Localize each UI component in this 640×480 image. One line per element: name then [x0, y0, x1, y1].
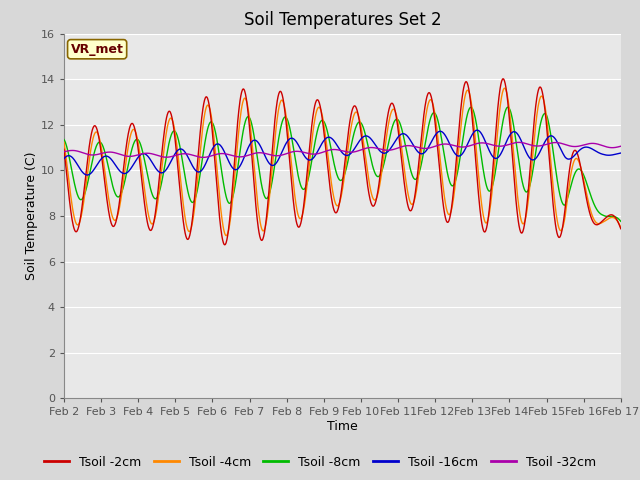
Legend: Tsoil -2cm, Tsoil -4cm, Tsoil -8cm, Tsoil -16cm, Tsoil -32cm: Tsoil -2cm, Tsoil -4cm, Tsoil -8cm, Tsoi…: [39, 451, 601, 474]
Text: VR_met: VR_met: [70, 43, 124, 56]
Y-axis label: Soil Temperature (C): Soil Temperature (C): [25, 152, 38, 280]
X-axis label: Time: Time: [327, 420, 358, 433]
Title: Soil Temperatures Set 2: Soil Temperatures Set 2: [244, 11, 441, 29]
